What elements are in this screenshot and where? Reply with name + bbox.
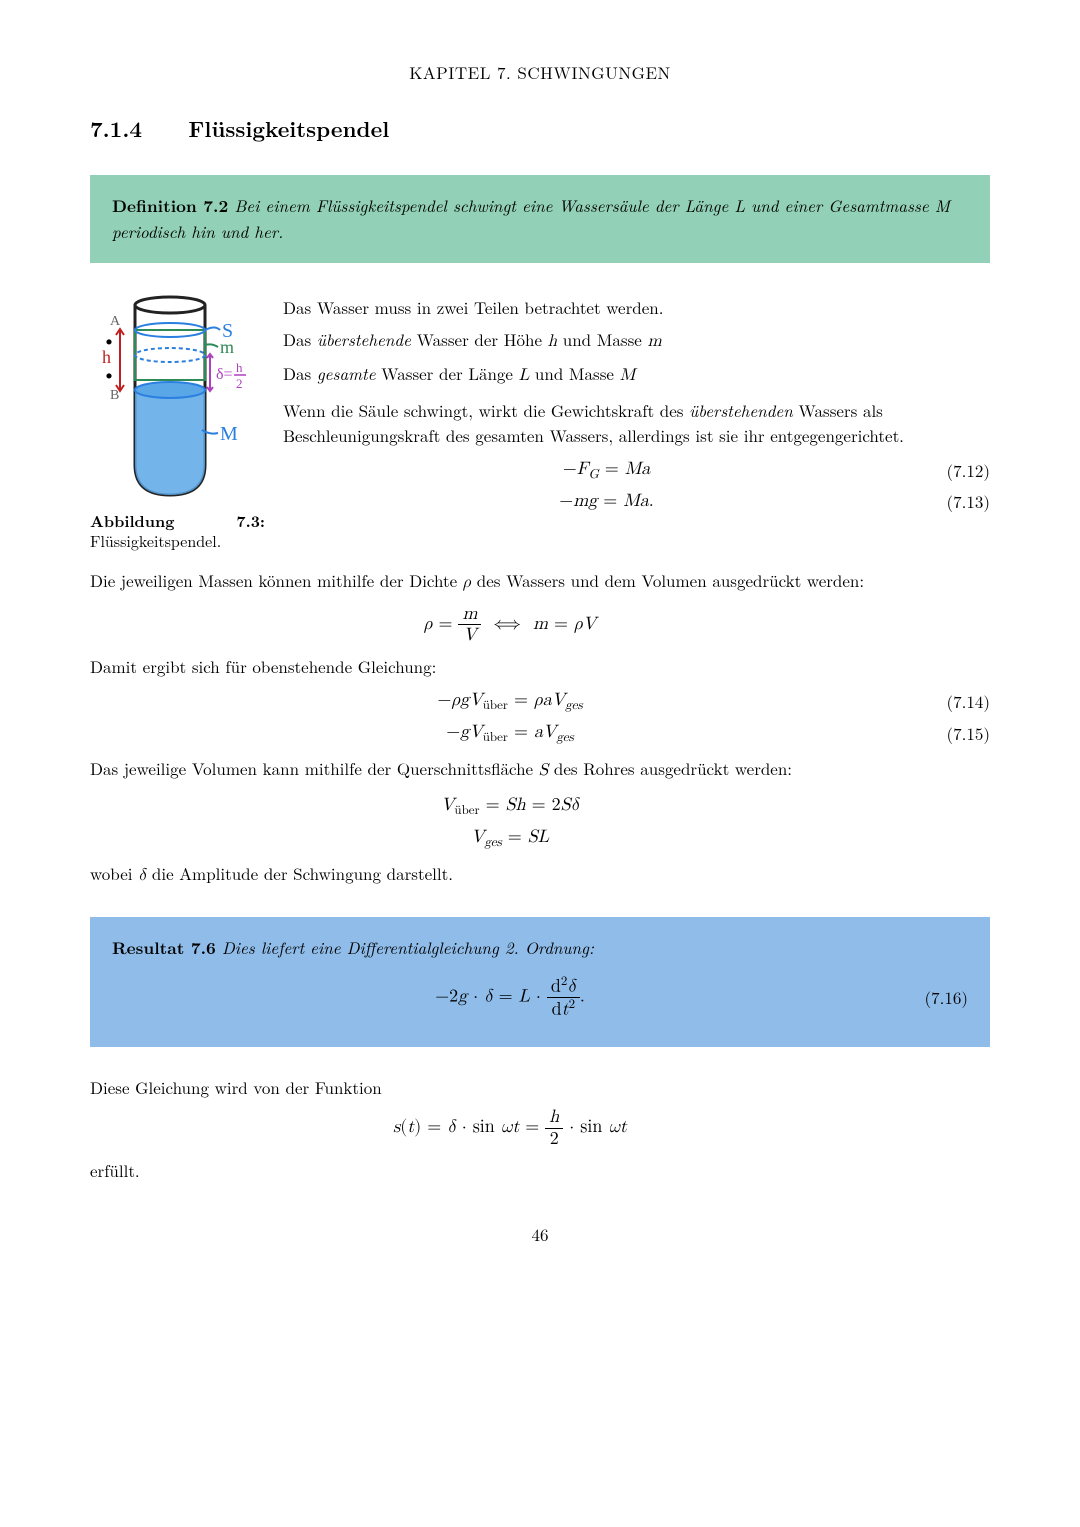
loesung-paragraph: Diese Gleichung wird von der Funktion — [90, 1075, 990, 1100]
svg-text:M: M — [220, 423, 238, 445]
damit-paragraph: Damit ergibt sich für obenstehende Gleic… — [90, 654, 990, 679]
definition-label: Definition 7.2 — [112, 194, 228, 218]
figure-caption-text: Flüssigkeitspendel. — [90, 529, 221, 552]
resultat-text: Dies liefert eine Differentialgleichung … — [222, 935, 594, 959]
querschnitt-paragraph: Das jeweilige Volumen kann mithilfe der … — [90, 756, 990, 784]
section-number: 7.1.4 — [90, 113, 142, 144]
figure-caption: Abbildung 7.3: Flüssigkeitspendel. — [90, 511, 265, 553]
svg-text:B: B — [110, 388, 119, 403]
wobei-paragraph: wobei δ die Amplitude der Schwingung dar… — [90, 861, 990, 889]
density-paragraph: Die jeweiligen Massen können mithilfe de… — [90, 568, 990, 596]
equation-7-12: −FG = Ma (7.12) — [283, 456, 990, 485]
section-title-text: Flüssigkeitspendel — [188, 113, 389, 144]
equation-7-13: −mg = Ma. (7.13) — [283, 488, 990, 514]
definition-text: Bei einem Flüssigkeitspendel schwingt ei… — [112, 193, 950, 244]
tube-diagram: h A B S m δ= h 2 M — [90, 295, 250, 505]
definition-box: Definition 7.2 Bei einem Flüssigkeitspen… — [90, 175, 990, 263]
equation-7-15: −gVüber = aVges (7.15) — [90, 719, 990, 748]
erfuellt-paragraph: erfüllt. — [90, 1158, 990, 1183]
equation-vueber: Vüber = Sh = 2Sδ — [90, 792, 990, 821]
equation-vges: Vges = SL — [90, 824, 990, 853]
chapter-header: KAPITEL 7. SCHWINGUNGEN — [90, 60, 990, 85]
page-number: 46 — [90, 1222, 990, 1247]
resultat-label: Resultat 7.6 — [112, 936, 216, 960]
list-item: Das gesamte Wasser der Länge L und Masse… — [120, 361, 990, 389]
equation-7-14: −ρgVüber = ρaVges (7.14) — [90, 687, 990, 716]
equation-density: ρ = mV ⟺ m = ρV — [90, 604, 990, 646]
resultat-box: Resultat 7.6 Dies liefert eine Different… — [90, 917, 990, 1047]
equation-solution: s(t) = δ · sin ωt = h2 · sin ωt — [90, 1107, 990, 1149]
list-item: Das überstehende Wasser der Höhe h und M… — [120, 327, 990, 355]
section-heading: 7.1.4 Flüssigkeitspendel — [90, 113, 990, 145]
figure-label: Abbildung 7.3: — [90, 509, 265, 532]
